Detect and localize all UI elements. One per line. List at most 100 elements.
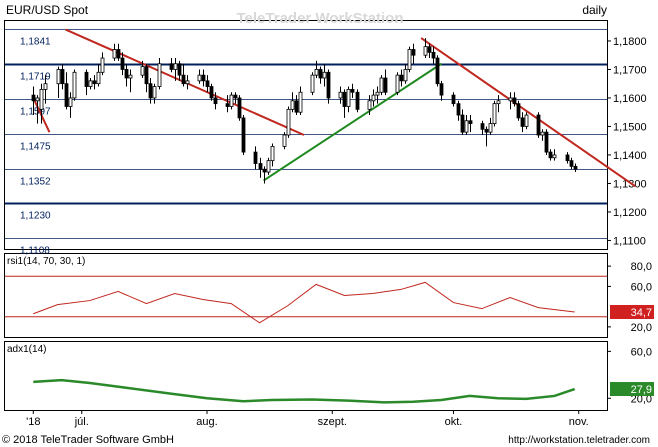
level-label: 1,1230 [20, 211, 51, 222]
price-tick-label: 1,1400 [613, 150, 647, 162]
candle-body [177, 63, 182, 76]
candle-body [120, 57, 125, 70]
adx-tick-label: 20,0 [631, 393, 652, 405]
candle-body [43, 83, 48, 90]
candle-body [451, 94, 456, 105]
candle-body [544, 131, 549, 153]
candle-body [484, 128, 489, 133]
candle-body [290, 100, 295, 110]
candle-body [536, 114, 541, 136]
price-tick-label: 1,1800 [613, 36, 647, 48]
candle-body [266, 160, 271, 173]
candle-body [508, 97, 513, 102]
candle-body [116, 49, 121, 59]
candle-body [72, 71, 77, 99]
candle-body [157, 63, 162, 87]
candle-body [468, 120, 473, 124]
candle-body [213, 97, 218, 105]
candle-body [88, 80, 93, 87]
candle-body [294, 100, 299, 113]
candle-body [314, 69, 319, 76]
candle-body [144, 66, 149, 85]
candle-body [411, 49, 416, 56]
candle-body [225, 103, 230, 107]
candle-body [169, 63, 174, 70]
x-tick-label: júl. [74, 416, 89, 428]
copyright: © 2018 TeleTrader Software GmbH [2, 434, 174, 446]
candle-body [241, 117, 246, 153]
candle-body [60, 69, 65, 85]
level-label: 1,1352 [20, 177, 51, 188]
candle-body [233, 94, 238, 99]
candle-body [310, 74, 315, 93]
candle-body [124, 69, 129, 79]
candle-body [367, 100, 372, 110]
candle-body [298, 91, 303, 113]
candle-body [209, 86, 214, 99]
candle-body [548, 151, 553, 159]
candle-body [282, 134, 287, 147]
candle-body [383, 77, 388, 93]
candle-body [552, 154, 557, 159]
price-panel-frame [4, 20, 608, 250]
candle-body [573, 165, 578, 170]
trendline-down-3 [420, 37, 636, 188]
candle-body [68, 97, 73, 107]
candle-body [326, 71, 331, 99]
candle-body [540, 131, 545, 136]
level-label: 1,1841 [20, 37, 51, 48]
candle-body [92, 80, 97, 85]
candle-body [112, 49, 117, 59]
candle-body [427, 46, 432, 53]
adx-last-value: 27,9 [631, 384, 652, 396]
candle-body [322, 71, 327, 79]
adx-tick-label: 60,0 [631, 346, 652, 358]
level-label: 1,1597 [20, 107, 51, 118]
candle-body [56, 69, 61, 85]
source-url[interactable]: http://workstation.teletrader.com [508, 435, 650, 446]
price-axis: 1,1800 1,1700 1,1600 1,1500 1,1400 1,1300 1,12… [607, 36, 647, 247]
adx-layer: 60,0 20,027,9 [33, 346, 654, 405]
rsi-tick-label: 80,0 [631, 261, 652, 273]
candle-body [262, 168, 267, 173]
x-tick-label: aug. [196, 416, 217, 428]
candle-body [456, 103, 461, 116]
candle-body [205, 80, 210, 87]
x-tick-label: szept. [318, 416, 347, 428]
candle-body [379, 77, 384, 93]
level-label: 1,1108 [20, 246, 50, 257]
trendline-up-1 [263, 62, 442, 182]
interval-label: daily [582, 3, 607, 17]
level-label: 1,1719 [20, 72, 51, 83]
candle-body [480, 123, 485, 130]
rsi-tick-label: 20,0 [631, 322, 652, 334]
candle-body [346, 89, 351, 107]
candle-body [96, 71, 101, 85]
candle-body [512, 97, 517, 105]
price-tick-label: 1,1600 [613, 93, 647, 105]
candle-body [399, 74, 404, 82]
adx-line [33, 378, 576, 404]
candle-body [286, 108, 291, 136]
candle-body [258, 163, 263, 170]
candle-body [569, 160, 574, 167]
candle-body [201, 74, 206, 82]
candle-body [496, 100, 501, 105]
price-levels: 1,1841 1,1719 1,1597 1,1475 1,1352 1,1230 1,11… [5, 29, 607, 257]
level-label: 1,1475 [20, 142, 51, 153]
candles [31, 38, 578, 184]
price-tick-label: 1,1700 [613, 64, 647, 76]
candle-body [35, 97, 40, 102]
price-tick-label: 1,1300 [613, 178, 647, 190]
symbol-title: EUR/USD Spot [6, 3, 89, 17]
candle-body [375, 91, 380, 96]
candle-body [253, 151, 258, 164]
rsi-title: rsi1(14, 70, 30, 1) [7, 256, 85, 267]
adx-last-badge [610, 382, 654, 397]
rsi-line [33, 281, 575, 324]
candle-body [173, 63, 178, 70]
x-tick-label: okt. [445, 416, 463, 428]
x-tick-label: '18 [26, 416, 40, 428]
rsi-layer: 80,0 60,0 20,0 34,7 [5, 261, 654, 334]
rsi-panel-frame [4, 253, 608, 338]
